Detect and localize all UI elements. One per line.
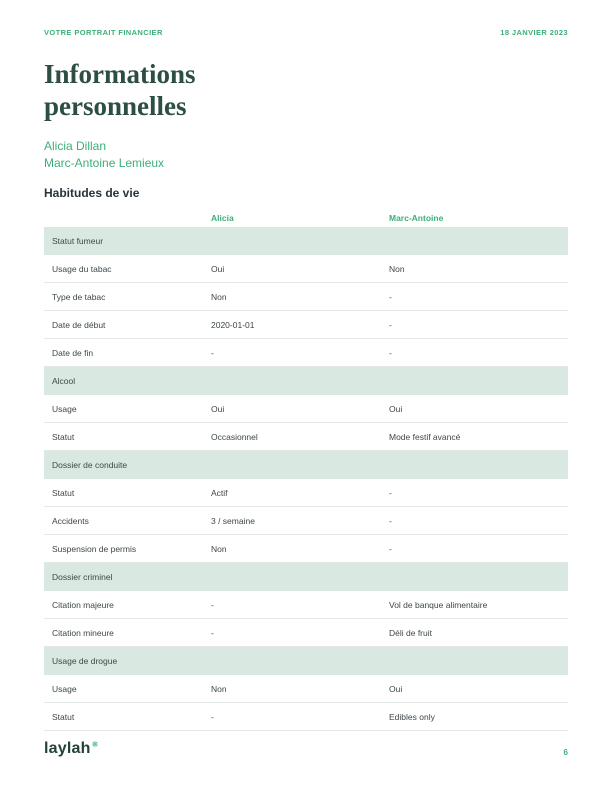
habits-table: Statut fumeur Usage du tabac Oui Non Type de…: [44, 227, 568, 731]
table-row: Suspension de permis Non -: [44, 535, 568, 563]
table-section-row: Alcool: [44, 367, 568, 395]
row-label: Citation mineure: [52, 627, 114, 638]
cell-alicia: Non: [211, 543, 227, 554]
row-label: Usage: [52, 683, 77, 694]
page-title: Informations personnelles: [44, 58, 568, 122]
table-row: Citation mineure - Déli de fruit: [44, 619, 568, 647]
cell-alicia: -: [211, 347, 214, 358]
header-date: 18 JANVIER 2023: [500, 28, 568, 37]
page-title-line2: personnelles: [44, 91, 187, 121]
client-name-2: Marc-Antoine Lemieux: [44, 156, 165, 170]
cell-alicia: 3 / semaine: [211, 515, 255, 526]
table-row: Usage Oui Oui: [44, 395, 568, 423]
row-label: Date de fin: [52, 347, 94, 358]
page-title-line1: Informations: [44, 59, 196, 89]
cell-marc-antoine: Vol de banque alimentaire: [389, 599, 488, 610]
cell-marc-antoine: Non: [389, 263, 405, 274]
laylah-logo: laylah❋: [44, 740, 99, 760]
section-row-label: Dossier de conduite: [52, 460, 128, 470]
table-row: Usage du tabac Oui Non: [44, 255, 568, 283]
cell-alicia: Occasionnel: [211, 431, 258, 442]
cell-marc-antoine: Déli de fruit: [389, 627, 432, 638]
table-row: Accidents 3 / semaine -: [44, 507, 568, 535]
row-label: Usage: [52, 403, 77, 414]
page-footer: laylah❋ 6: [44, 740, 568, 760]
row-label: Date de début: [52, 319, 106, 330]
page-number: 6: [563, 748, 568, 757]
section-row-label: Dossier criminel: [52, 572, 113, 582]
cell-alicia: -: [211, 627, 214, 638]
table-section-row: Usage de drogue: [44, 647, 568, 675]
cell-alicia: 2020-01-01: [211, 319, 255, 330]
column-header-alicia: Alicia: [211, 213, 234, 223]
cell-marc-antoine: Edibles only: [389, 711, 435, 722]
client-name-1: Alicia Dillan: [44, 139, 107, 153]
row-label: Usage du tabac: [52, 263, 112, 274]
table-row: Type de tabac Non -: [44, 283, 568, 311]
table-row: Statut - Edibles only: [44, 703, 568, 731]
table-section-row: Statut fumeur: [44, 227, 568, 255]
cell-alicia: Oui: [211, 263, 225, 274]
cell-marc-antoine: -: [389, 347, 392, 358]
row-label: Accidents: [52, 515, 89, 526]
flower-asterisk-icon: ❋: [91, 740, 99, 749]
table-row: Date de début 2020-01-01 -: [44, 311, 568, 339]
table-section-row: Dossier criminel: [44, 563, 568, 591]
row-label: Statut: [52, 487, 75, 498]
cell-alicia: Oui: [211, 403, 225, 414]
cell-marc-antoine: -: [389, 291, 392, 302]
table-section-row: Dossier de conduite: [44, 451, 568, 479]
header-left-label: VOTRE PORTRAIT FINANCIER: [44, 28, 163, 37]
row-label: Statut: [52, 711, 75, 722]
section-row-label: Usage de drogue: [52, 656, 118, 666]
table-row: Date de fin - -: [44, 339, 568, 367]
client-names: Alicia Dillan Marc-Antoine Lemieux: [44, 138, 568, 172]
section-row-label: Alcool: [52, 376, 76, 386]
cell-marc-antoine: -: [389, 487, 392, 498]
table-row: Citation majeure - Vol de banque alimentai…: [44, 591, 568, 619]
page-content: VOTRE PORTRAIT FINANCIER 18 JANVIER 2023…: [44, 0, 568, 731]
table-row: Statut Actif -: [44, 479, 568, 507]
column-header-marc-antoine: Marc-Antoine: [389, 213, 444, 223]
cell-alicia: -: [211, 599, 214, 610]
cell-marc-antoine: Oui: [389, 403, 403, 414]
row-label: Type de tabac: [52, 291, 106, 302]
row-label: Suspension de permis: [52, 543, 137, 554]
row-label: Citation majeure: [52, 599, 114, 610]
row-label: Statut: [52, 431, 75, 442]
table-row: Usage Non Oui: [44, 675, 568, 703]
section-row-label: Statut fumeur: [52, 236, 104, 246]
table-row: Statut Occasionnel Mode festif avancé: [44, 423, 568, 451]
cell-marc-antoine: -: [389, 319, 392, 330]
cell-alicia: Non: [211, 683, 227, 694]
cell-marc-antoine: Oui: [389, 683, 403, 694]
cell-alicia: Actif: [211, 487, 228, 498]
cell-alicia: -: [211, 711, 214, 722]
section-heading: Habitudes de vie: [44, 186, 140, 200]
cell-marc-antoine: -: [389, 515, 392, 526]
cell-marc-antoine: Mode festif avancé: [389, 431, 461, 442]
cell-marc-antoine: -: [389, 543, 392, 554]
logo-text: laylah: [44, 740, 91, 757]
document-header: VOTRE PORTRAIT FINANCIER 18 JANVIER 2023: [44, 28, 568, 37]
cell-alicia: Non: [211, 291, 227, 302]
table-column-header: Alicia Marc-Antoine: [44, 207, 568, 227]
